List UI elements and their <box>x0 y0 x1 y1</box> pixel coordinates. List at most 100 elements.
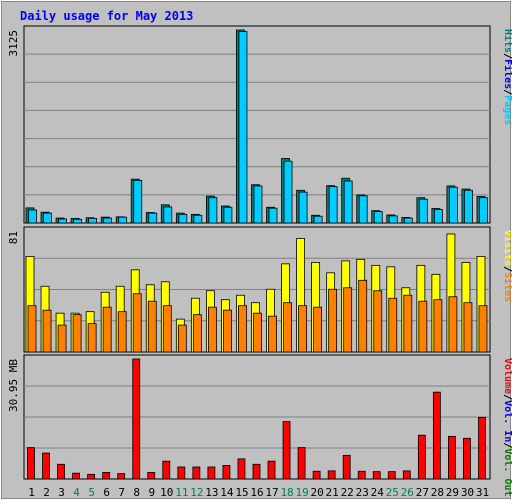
chart-title: Daily usage for May 2013 <box>20 9 194 23</box>
volume-bar-day-9 <box>147 472 156 480</box>
legend-entry: Vol. Out <box>502 448 512 496</box>
sites-bar-day-13 <box>207 306 217 353</box>
day-label-5: 5 <box>88 486 95 499</box>
volume-bar-day-19 <box>297 447 306 480</box>
panel-top-legend: Hits/Files/Pages <box>502 29 512 125</box>
day-label-14: 14 <box>220 486 234 499</box>
day-label-31: 31 <box>476 486 489 499</box>
sites-bar-day-11 <box>177 324 187 353</box>
files-bar-day-26 <box>403 217 413 224</box>
files-bar-day-20 <box>313 215 323 224</box>
day-label-29: 29 <box>446 486 459 499</box>
sites-bar-day-23 <box>358 279 368 353</box>
files-bar-day-28 <box>433 209 443 224</box>
volume-bar-day-31 <box>478 416 486 480</box>
legend-entry: Sites <box>502 272 512 302</box>
volume-bar-day-13 <box>207 466 216 480</box>
day-label-7: 7 <box>118 486 125 499</box>
files-bar-day-6 <box>103 217 113 224</box>
legend-entry: Pages <box>502 95 512 125</box>
legend-entry: / <box>502 266 512 272</box>
files-bar-day-12 <box>193 214 203 224</box>
legend-entry: Volume <box>502 358 512 394</box>
day-label-24: 24 <box>371 486 385 499</box>
panel-middle-y-tick-label: 81 <box>7 231 20 244</box>
sites-bar-day-30 <box>463 302 473 353</box>
sites-bar-day-20 <box>313 306 323 353</box>
files-bar-day-14 <box>223 206 233 224</box>
files-bar-day-17 <box>268 207 278 224</box>
volume-bar-day-8 <box>132 358 141 480</box>
sites-bar-day-19 <box>298 305 307 353</box>
sites-bar-day-16 <box>253 312 262 353</box>
sites-bar-day-9 <box>147 300 157 353</box>
files-bar-day-1 <box>28 209 37 224</box>
files-bar-day-30 <box>464 189 473 224</box>
legend-entry: Files <box>502 59 512 89</box>
files-bar-day-16 <box>253 185 263 224</box>
panel-top-y-tick-label: 3125 <box>7 30 20 57</box>
day-label-9: 9 <box>148 486 155 499</box>
files-bar-day-27 <box>418 198 428 224</box>
files-bar-day-13 <box>208 197 218 224</box>
sites-bar-day-27 <box>418 300 428 353</box>
sites-bar-day-2 <box>42 309 52 353</box>
day-label-17: 17 <box>265 486 278 499</box>
day-label-12: 12 <box>190 486 203 499</box>
files-bar-day-25 <box>388 215 398 224</box>
sites-bar-day-10 <box>162 305 172 353</box>
files-bar-day-21 <box>328 186 338 224</box>
volume-bar-day-18 <box>282 421 291 480</box>
volume-bar-day-3 <box>57 463 65 480</box>
day-label-22: 22 <box>341 486 354 499</box>
day-label-21: 21 <box>326 486 339 499</box>
sites-bar-day-1 <box>27 305 37 353</box>
files-bar-day-15 <box>238 31 248 224</box>
day-label-16: 16 <box>250 486 263 499</box>
sites-bar-day-29 <box>448 296 458 353</box>
volume-bar-day-12 <box>192 466 201 480</box>
volume-bar-day-6 <box>102 472 111 480</box>
panel-bottom-legend: Volume/Vol. In/Vol. Out <box>502 358 512 497</box>
day-label-28: 28 <box>431 486 444 499</box>
files-bar-day-4 <box>73 218 82 224</box>
sites-bar-day-17 <box>268 315 277 353</box>
volume-bar-day-1 <box>27 447 35 480</box>
legend-entry: / <box>502 53 512 59</box>
files-bar-day-18 <box>283 160 293 224</box>
volume-bar-day-29 <box>448 435 456 480</box>
volume-bar-day-24 <box>372 471 381 480</box>
day-label-25: 25 <box>386 486 399 499</box>
volume-bar-day-22 <box>342 454 351 480</box>
day-label-6: 6 <box>103 486 110 499</box>
files-bar-day-5 <box>88 217 98 224</box>
files-bar-day-8 <box>133 179 143 224</box>
sites-bar-day-26 <box>403 294 413 353</box>
volume-bar-day-27 <box>417 434 426 480</box>
files-bar-day-9 <box>148 212 158 224</box>
volume-bar-day-15 <box>237 458 246 480</box>
day-label-30: 30 <box>461 486 474 499</box>
sites-bar-day-5 <box>87 323 97 353</box>
files-bar-day-31 <box>479 197 488 224</box>
volume-bar-day-16 <box>252 463 261 480</box>
sites-bar-day-31 <box>478 305 488 353</box>
volume-bar-day-17 <box>267 460 276 480</box>
legend-entry: / <box>502 394 512 400</box>
volume-bar-day-28 <box>432 391 441 480</box>
files-bar-day-2 <box>43 212 52 224</box>
panel-bottom-y-tick-label: 30.95 MB <box>7 359 20 412</box>
files-bar-day-29 <box>449 186 458 224</box>
sites-bar-day-22 <box>343 287 353 353</box>
sites-bar-day-24 <box>373 290 383 353</box>
legend-entry: / <box>502 442 512 448</box>
volume-bar-day-25 <box>387 471 396 480</box>
sites-bar-day-12 <box>192 314 202 353</box>
sites-bar-day-3 <box>57 324 67 353</box>
volume-bar-day-7 <box>117 473 126 480</box>
volume-bar-day-2 <box>42 452 50 480</box>
volume-bar-day-11 <box>177 466 186 480</box>
legend-entry: Vol. In <box>502 400 512 442</box>
